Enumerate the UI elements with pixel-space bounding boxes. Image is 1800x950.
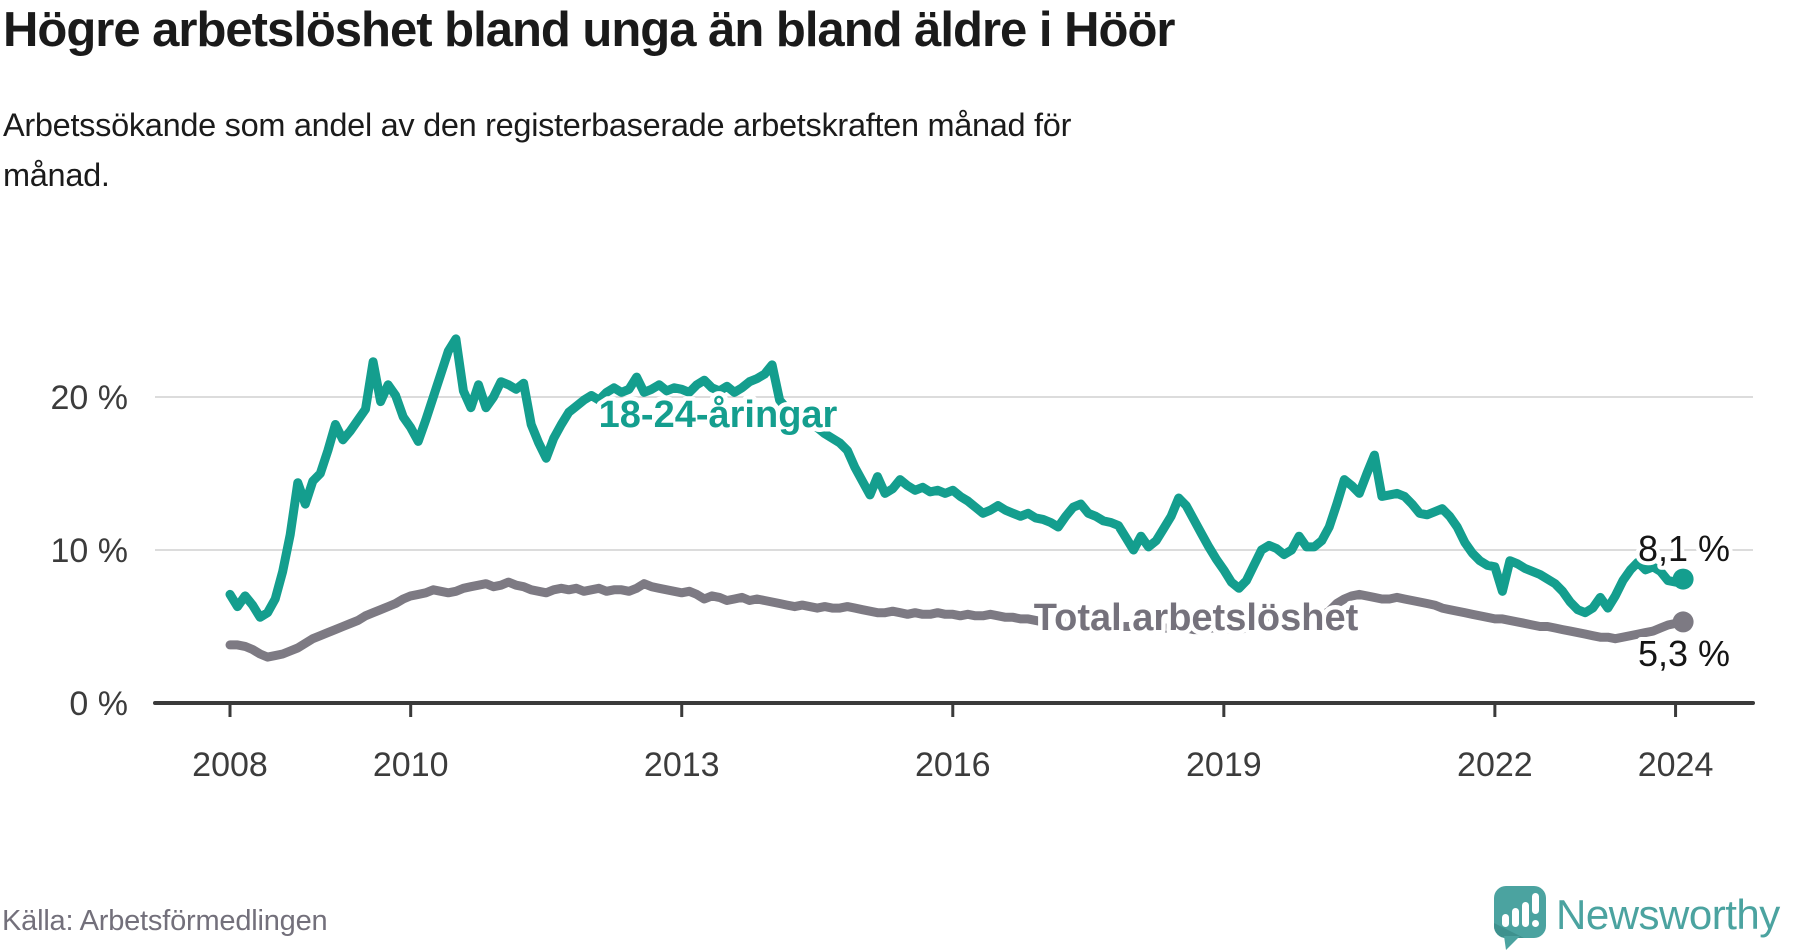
x-tick-label: 2022 — [1457, 746, 1533, 784]
series-end-dot-18-24 — [1672, 568, 1694, 590]
page-title: Högre arbetslöshet bland unga än bland ä… — [3, 3, 1175, 57]
logo-exclamation-dot — [1532, 920, 1539, 927]
logo-exclamation-bar — [1532, 893, 1539, 914]
x-tick-label: 2008 — [192, 746, 268, 784]
series-label-18-24: 18-24-åringar — [599, 394, 838, 436]
y-tick-label: 20 % — [51, 379, 129, 417]
series-end-dot-total — [1672, 611, 1694, 633]
logo-bar-1 — [1502, 914, 1509, 927]
x-tick-label: 2013 — [644, 746, 720, 784]
source-note: Källa: Arbetsförmedlingen — [2, 905, 328, 937]
subtitle-line-1: Arbetssökande som andel av den registerb… — [3, 107, 1072, 143]
chart-subtitle: Arbetssökande som andel av den registerb… — [3, 100, 1503, 200]
y-tick-label: 0 % — [69, 685, 128, 723]
subtitle-line-2: månad. — [3, 157, 110, 193]
newsworthy-chart-bubble-icon — [1494, 886, 1546, 950]
x-tick-label: 2024 — [1638, 746, 1714, 784]
series-label-total: Total arbetslöshet — [1034, 597, 1359, 639]
end-value-label-total: 5,3 % — [1638, 633, 1730, 674]
series-line-total — [225, 577, 1688, 662]
bubble-tail — [1504, 936, 1520, 950]
x-tick-label: 2016 — [915, 746, 991, 784]
newsworthy-wordmark: Newsworthy — [1556, 891, 1780, 938]
end-value-label-18-24: 8,1 % — [1638, 528, 1730, 569]
logo-bar-3 — [1522, 902, 1529, 927]
series-line-18-24 — [225, 334, 1688, 622]
x-tick-label: 2019 — [1186, 746, 1262, 784]
logo-bar-2 — [1512, 908, 1519, 927]
y-tick-label: 10 % — [51, 532, 129, 570]
x-tick-label: 2010 — [373, 746, 449, 784]
